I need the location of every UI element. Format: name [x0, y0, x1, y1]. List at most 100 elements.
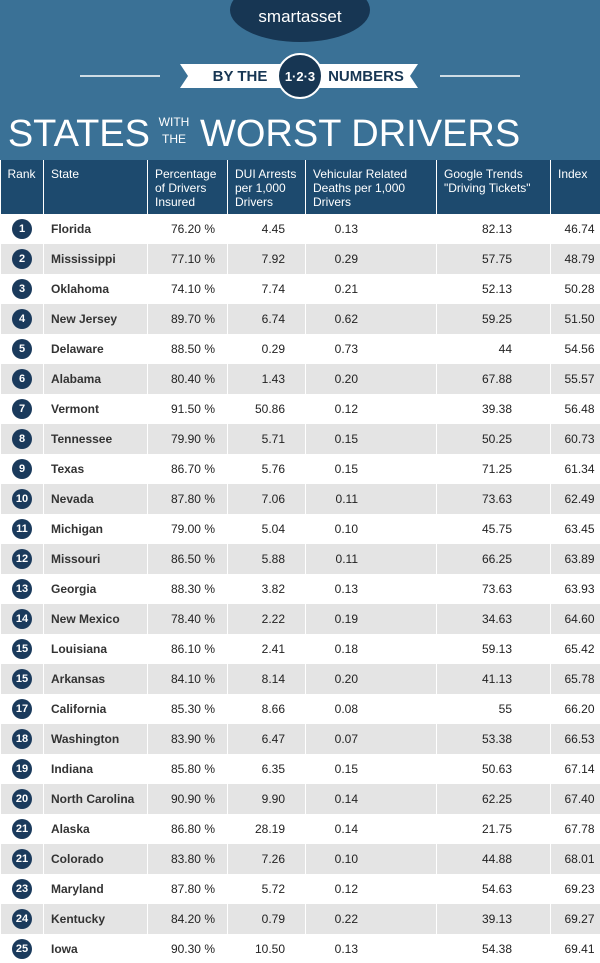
rank-cell: 17: [0, 694, 44, 724]
google-trends: 59.25: [436, 304, 551, 334]
table-row: 19 Indiana 85.80 % 6.35 0.15 50.63 67.14: [0, 754, 600, 784]
rank-cell: 11: [0, 514, 44, 544]
pct-insured: 89.70 %: [147, 304, 228, 334]
index: 62.49: [550, 484, 600, 514]
dui-arrests: 28.19: [227, 814, 306, 844]
deaths: 0.07: [305, 724, 437, 754]
pct-insured: 83.80 %: [147, 844, 228, 874]
pct-insured: 90.90 %: [147, 784, 228, 814]
rank-cell: 7: [0, 394, 44, 424]
rank-badge: 15: [12, 639, 32, 659]
deaths: 0.10: [305, 844, 437, 874]
state: Mississippi: [43, 244, 148, 274]
index: 54.56: [550, 334, 600, 364]
google-trends: 52.13: [436, 274, 551, 304]
index: 63.45: [550, 514, 600, 544]
index: 48.79: [550, 244, 600, 274]
rank-cell: 3: [0, 274, 44, 304]
table-row: 12 Missouri 86.50 % 5.88 0.11 66.25 63.89: [0, 544, 600, 574]
table-row: 14 New Mexico 78.40 % 2.22 0.19 34.63 64.60: [0, 604, 600, 634]
rank-badge: 17: [12, 699, 32, 719]
rank-cell: 21: [0, 814, 44, 844]
rank-badge: 24: [12, 909, 32, 929]
dui-arrests: 4.45: [227, 214, 306, 244]
deaths: 0.22: [305, 904, 437, 934]
rank-badge: 14: [12, 609, 32, 629]
deaths: 0.13: [305, 214, 437, 244]
title-end: WORST DRIVERS: [200, 113, 520, 155]
google-trends: 54.63: [436, 874, 551, 904]
pct-insured: 90.30 %: [147, 934, 228, 963]
google-trends: 67.88: [436, 364, 551, 394]
state: Tennessee: [43, 424, 148, 454]
pct-insured: 85.30 %: [147, 694, 228, 724]
state: Florida: [43, 214, 148, 244]
table-row: 20 North Carolina 90.90 % 9.90 0.14 62.25 67.4…: [0, 784, 600, 814]
google-trends: 73.63: [436, 574, 551, 604]
badge-circle: [277, 53, 323, 99]
rank-badge: 15: [12, 669, 32, 689]
deaths: 0.20: [305, 364, 437, 394]
rank-cell: 15: [0, 634, 44, 664]
brand: smartasset: [258, 7, 341, 26]
deaths: 0.15: [305, 454, 437, 484]
table-row: 18 Washington 83.90 % 6.47 0.07 53.38 66.53: [0, 724, 600, 754]
google-trends: 66.25: [436, 544, 551, 574]
rank-cell: 4: [0, 304, 44, 334]
dui-arrests: 6.35: [227, 754, 306, 784]
index: 69.27: [550, 904, 600, 934]
state: New Jersey: [43, 304, 148, 334]
pct-insured: 86.50 %: [147, 544, 228, 574]
index: 65.42: [550, 634, 600, 664]
badge: 1·2·3: [285, 69, 315, 84]
column-header: Google Trends "Driving Tickets": [436, 160, 551, 214]
table-row: 25 Iowa 90.30 % 10.50 0.13 54.38 69.41: [0, 934, 600, 963]
index: 66.53: [550, 724, 600, 754]
rank-cell: 14: [0, 604, 44, 634]
google-trends: 39.38: [436, 394, 551, 424]
rank-cell: 25: [0, 934, 44, 963]
title-start: STATES: [8, 113, 150, 155]
pct-insured: 77.10 %: [147, 244, 228, 274]
column-header: Vehicular Related Deaths per 1,000 Drive…: [305, 160, 437, 214]
dui-arrests: 8.14: [227, 664, 306, 694]
rank-badge: 9: [12, 459, 32, 479]
index: 64.60: [550, 604, 600, 634]
pct-insured: 84.10 %: [147, 664, 228, 694]
deaths: 0.13: [305, 574, 437, 604]
index: 60.73: [550, 424, 600, 454]
pct-insured: 86.10 %: [147, 634, 228, 664]
pct-insured: 79.00 %: [147, 514, 228, 544]
state: Alaska: [43, 814, 148, 844]
rank-badge: 20: [12, 789, 32, 809]
rank-badge: 1: [12, 219, 32, 239]
table-row: 3 Oklahoma 74.10 % 7.74 0.21 52.13 50.28: [0, 274, 600, 304]
rank-badge: 4: [12, 309, 32, 329]
rank-badge: 10: [12, 489, 32, 509]
google-trends: 55: [436, 694, 551, 724]
google-trends: 82.13: [436, 214, 551, 244]
google-trends: 41.13: [436, 664, 551, 694]
index: 55.57: [550, 364, 600, 394]
deaths: 0.12: [305, 394, 437, 424]
rank-badge: 5: [12, 339, 32, 359]
rank-cell: 18: [0, 724, 44, 754]
table-row: 9 Texas 86.70 % 5.76 0.15 71.25 61.34: [0, 454, 600, 484]
dui-arrests: 0.29: [227, 334, 306, 364]
deaths: 0.15: [305, 424, 437, 454]
rank-badge: 12: [12, 549, 32, 569]
state: Texas: [43, 454, 148, 484]
google-trends: 39.13: [436, 904, 551, 934]
dui-arrests: 3.82: [227, 574, 306, 604]
pct-insured: 80.40 %: [147, 364, 228, 394]
google-trends: 54.38: [436, 934, 551, 963]
dui-arrests: 6.74: [227, 304, 306, 334]
column-header: Rank: [0, 160, 44, 214]
state: Louisiana: [43, 634, 148, 664]
rank-cell: 12: [0, 544, 44, 574]
dui-arrests: 5.88: [227, 544, 306, 574]
state: Nevada: [43, 484, 148, 514]
rank-cell: 1: [0, 214, 44, 244]
rank-badge: 21: [12, 849, 32, 869]
dui-arrests: 10.50: [227, 934, 306, 963]
